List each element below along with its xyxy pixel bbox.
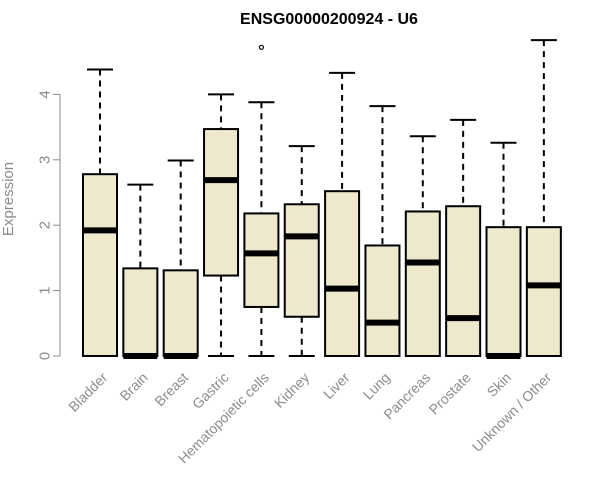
box-iqr bbox=[203, 128, 240, 277]
y-tick-label: 1 bbox=[36, 286, 53, 294]
box-iqr bbox=[162, 269, 199, 357]
y-tick-label: 2 bbox=[36, 221, 53, 229]
x-tick-label: Brain bbox=[117, 369, 151, 403]
x-tick-label: Bladder bbox=[65, 369, 111, 415]
box-group bbox=[82, 68, 118, 357]
box-group bbox=[364, 105, 401, 357]
box-group bbox=[445, 118, 482, 357]
x-tick-label: Kidney bbox=[271, 369, 313, 411]
box-series bbox=[82, 39, 562, 359]
box-iqr bbox=[445, 205, 482, 357]
x-tick-label: Lung bbox=[360, 369, 393, 402]
chart-title: ENSG00000200924 - U6 bbox=[240, 11, 418, 28]
box-group bbox=[243, 44, 280, 357]
x-tick-label: Skin bbox=[484, 369, 515, 400]
box-group bbox=[525, 39, 562, 357]
box-group bbox=[324, 71, 361, 357]
x-tick-label: Prostate bbox=[426, 369, 474, 417]
box-group bbox=[203, 93, 240, 357]
box-iqr bbox=[283, 203, 320, 318]
y-axis-label: Expression bbox=[0, 162, 17, 236]
box-iqr bbox=[364, 244, 401, 357]
box-iqr bbox=[324, 190, 361, 357]
box-group bbox=[122, 183, 159, 359]
x-tick-label: Breast bbox=[151, 369, 191, 409]
outlier-point bbox=[258, 44, 264, 50]
y-tick-label: 0 bbox=[36, 352, 53, 360]
box-iqr bbox=[82, 173, 118, 357]
box-group bbox=[162, 159, 199, 359]
x-tick-label: Liver bbox=[320, 369, 353, 402]
box-group bbox=[283, 145, 320, 357]
box-iqr bbox=[243, 212, 280, 308]
y-axis: 0 1 2 3 4 bbox=[36, 90, 61, 360]
box-iqr bbox=[525, 226, 562, 357]
box-group bbox=[485, 141, 522, 359]
box-iqr bbox=[485, 226, 522, 357]
box-iqr bbox=[404, 210, 441, 357]
y-tick-label: 4 bbox=[36, 90, 53, 98]
box-group bbox=[404, 135, 441, 357]
y-tick-label: 3 bbox=[36, 156, 53, 164]
box-iqr bbox=[122, 267, 159, 358]
